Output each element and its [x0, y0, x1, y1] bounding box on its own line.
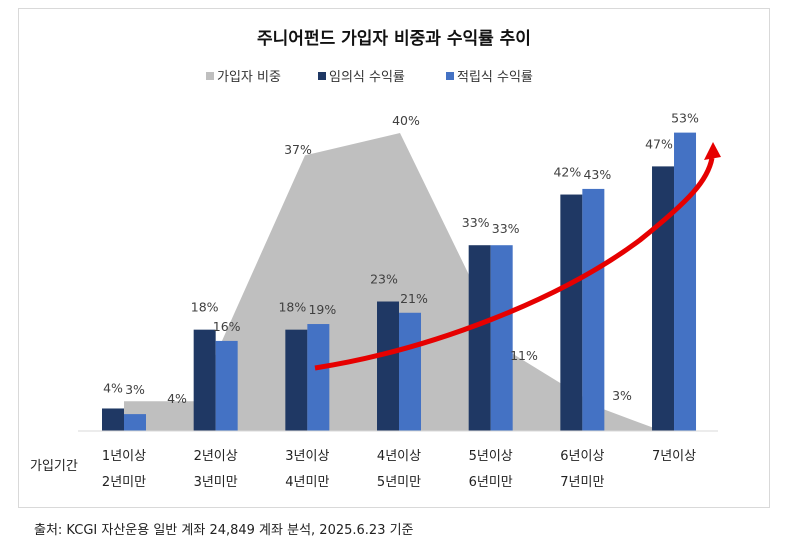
x-tick-labels: 1년이상 2년미만 2년이상 3년미만 3년이상 4년미만 4년이상 5년미만 5년이상 6년미만… [102, 449, 696, 490]
bar-임의식-3 [285, 329, 308, 431]
x-tick-label: 4년이상 [377, 449, 421, 464]
x-tick-label: 6년미만 [469, 475, 513, 490]
label-적립식: 33% [492, 221, 520, 236]
legend-swatch [446, 72, 454, 80]
bar-적립식-5 [490, 245, 513, 431]
label-가입자비중: 4% [167, 391, 187, 406]
label-적립식: 21% [400, 291, 428, 306]
label-가입자비중: 11% [510, 348, 538, 363]
label-임의식: 18% [278, 300, 306, 315]
legend-swatch [318, 72, 326, 80]
x-tick-label: 5년미만 [377, 475, 421, 490]
bar-임의식-6 [560, 194, 583, 431]
arrowhead-icon [704, 142, 721, 160]
data-labels: 4% 18% 18% 23% 33% 42% 47% 3% 16% 19% 21% 33% 43% 53%… [103, 111, 699, 406]
label-적립식: 53% [671, 111, 699, 126]
label-임의식: 42% [553, 165, 581, 180]
label-적립식: 16% [213, 319, 241, 334]
legend-label: 적립식 수익률 [457, 70, 533, 85]
trend-curve [314, 157, 715, 371]
bar-임의식-4 [377, 301, 400, 431]
x-axis-title: 가입기간 [30, 459, 78, 474]
source-note: 출처: KCGI 자산운용 일반 계좌 24,849 계좌 분석, 2025.6… [34, 523, 414, 538]
x-tick-label: 6년이상 [560, 449, 604, 464]
bar-적립식-2 [215, 340, 238, 431]
chart-frame [18, 8, 770, 508]
label-가입자비중: 3% [612, 388, 632, 403]
trend-arrow [314, 142, 721, 371]
x-tick-label: 2년미만 [102, 475, 146, 490]
x-tick-label: 7년미만 [560, 475, 604, 490]
label-가입자비중: 40% [392, 113, 420, 128]
bar-series [102, 132, 697, 432]
area-series [124, 133, 652, 431]
x-tick-label: 5년이상 [469, 449, 513, 464]
label-적립식: 3% [125, 382, 145, 397]
legend-label: 가입자 비중 [217, 70, 281, 85]
bar-적립식-7 [674, 132, 697, 432]
label-임의식: 18% [191, 300, 219, 315]
legend-label: 임의식 수익률 [329, 70, 405, 85]
x-tick-label: 3년이상 [285, 449, 329, 464]
x-tick-label: 4년미만 [285, 475, 329, 490]
bar-적립식-3 [307, 324, 330, 431]
bar-적립식-6 [582, 188, 605, 431]
x-tick-label: 1년이상 [102, 449, 146, 464]
bar-임의식-7 [652, 166, 675, 431]
label-적립식: 19% [308, 302, 336, 317]
bar-적립식-1 [124, 414, 146, 431]
bar-적립식-4 [399, 312, 422, 431]
label-임의식: 4% [103, 380, 123, 395]
legend: 가입자 비중 임의식 수익률 적립식 수익률 [206, 70, 533, 85]
label-임의식: 47% [645, 136, 673, 151]
x-tick-label: 3년미만 [194, 475, 238, 490]
x-tick-label: 7년이상 [652, 449, 696, 464]
x-tick-label: 2년이상 [194, 449, 238, 464]
label-가입자비중: 37% [284, 142, 312, 157]
bar-임의식-1 [102, 408, 124, 431]
bar-임의식-5 [468, 245, 491, 431]
bar-임의식-2 [193, 329, 216, 431]
label-임의식: 23% [370, 272, 398, 287]
label-임의식: 33% [462, 215, 490, 230]
label-적립식: 43% [583, 167, 611, 182]
chart-title: 주니어펀드 가입자 비중과 수익률 추이 [257, 29, 531, 49]
area-shape [124, 133, 652, 431]
legend-swatch [206, 72, 214, 80]
